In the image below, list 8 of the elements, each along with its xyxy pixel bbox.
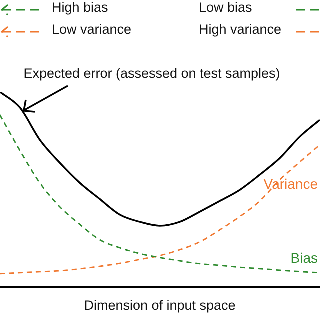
text: Low variance xyxy=(52,22,132,37)
text: High variance xyxy=(199,22,282,37)
x-axis-title: Dimension of input space xyxy=(84,298,236,313)
series-label: Variance xyxy=(264,176,318,192)
text: Low bias xyxy=(199,0,252,15)
series-label: Bias xyxy=(290,250,318,266)
text: High bias xyxy=(52,0,108,15)
text: Expected error (assessed on test samples) xyxy=(24,66,280,81)
